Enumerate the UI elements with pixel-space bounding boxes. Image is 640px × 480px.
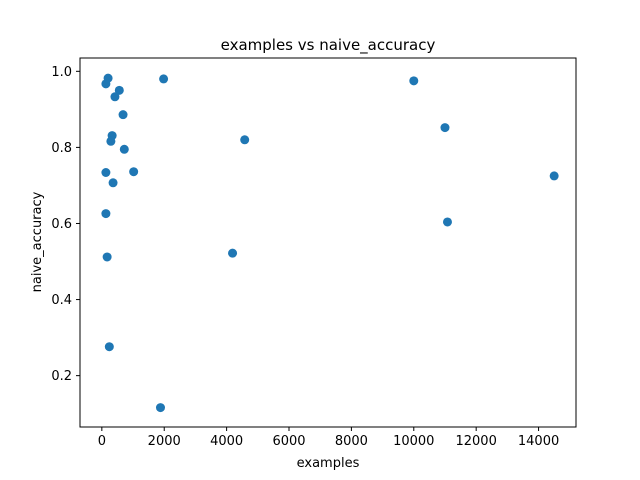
data-point (104, 342, 114, 352)
x-axis-label: examples (297, 456, 360, 471)
x-tick-label: 12000 (455, 434, 496, 449)
data-point (102, 252, 112, 262)
x-tick-label: 6000 (272, 434, 305, 449)
y-tick-label: 0.4 (51, 293, 72, 308)
data-point (108, 178, 118, 188)
data-point (159, 74, 169, 84)
chart-title: examples vs naive_accuracy (221, 36, 436, 55)
y-tick-label: 0.8 (51, 141, 72, 156)
y-tick-label: 1.0 (51, 65, 72, 80)
y-axis-label: naive_accuracy (30, 191, 45, 292)
y-axis: 0.2 0.4 0.6 0.8 1.0 (51, 65, 80, 384)
data-point (129, 167, 139, 177)
data-point (103, 73, 113, 83)
data-point (118, 110, 128, 120)
data-point (442, 217, 452, 227)
data-point (119, 144, 129, 154)
x-axis: 0 2000 4000 6000 8000 10000 12000 14000 (98, 427, 559, 449)
plot-frame (79, 57, 577, 428)
data-point (240, 135, 250, 145)
data-point (101, 209, 111, 219)
data-point (110, 92, 120, 102)
x-tick-label: 0 (98, 434, 106, 449)
x-tick-label: 4000 (210, 434, 243, 449)
x-tick-label: 14000 (518, 434, 559, 449)
y-tick-label: 0.2 (51, 369, 72, 384)
data-point (549, 171, 559, 181)
data-point (114, 85, 124, 95)
data-point (409, 76, 419, 86)
data-points (101, 73, 559, 413)
x-tick-label: 8000 (335, 434, 368, 449)
data-point (440, 123, 450, 133)
data-point (228, 248, 238, 258)
x-tick-label: 10000 (393, 434, 434, 449)
data-point (101, 168, 111, 178)
data-point (106, 136, 116, 146)
data-point (155, 403, 165, 413)
y-tick-label: 0.6 (51, 217, 72, 232)
x-tick-label: 2000 (148, 434, 181, 449)
